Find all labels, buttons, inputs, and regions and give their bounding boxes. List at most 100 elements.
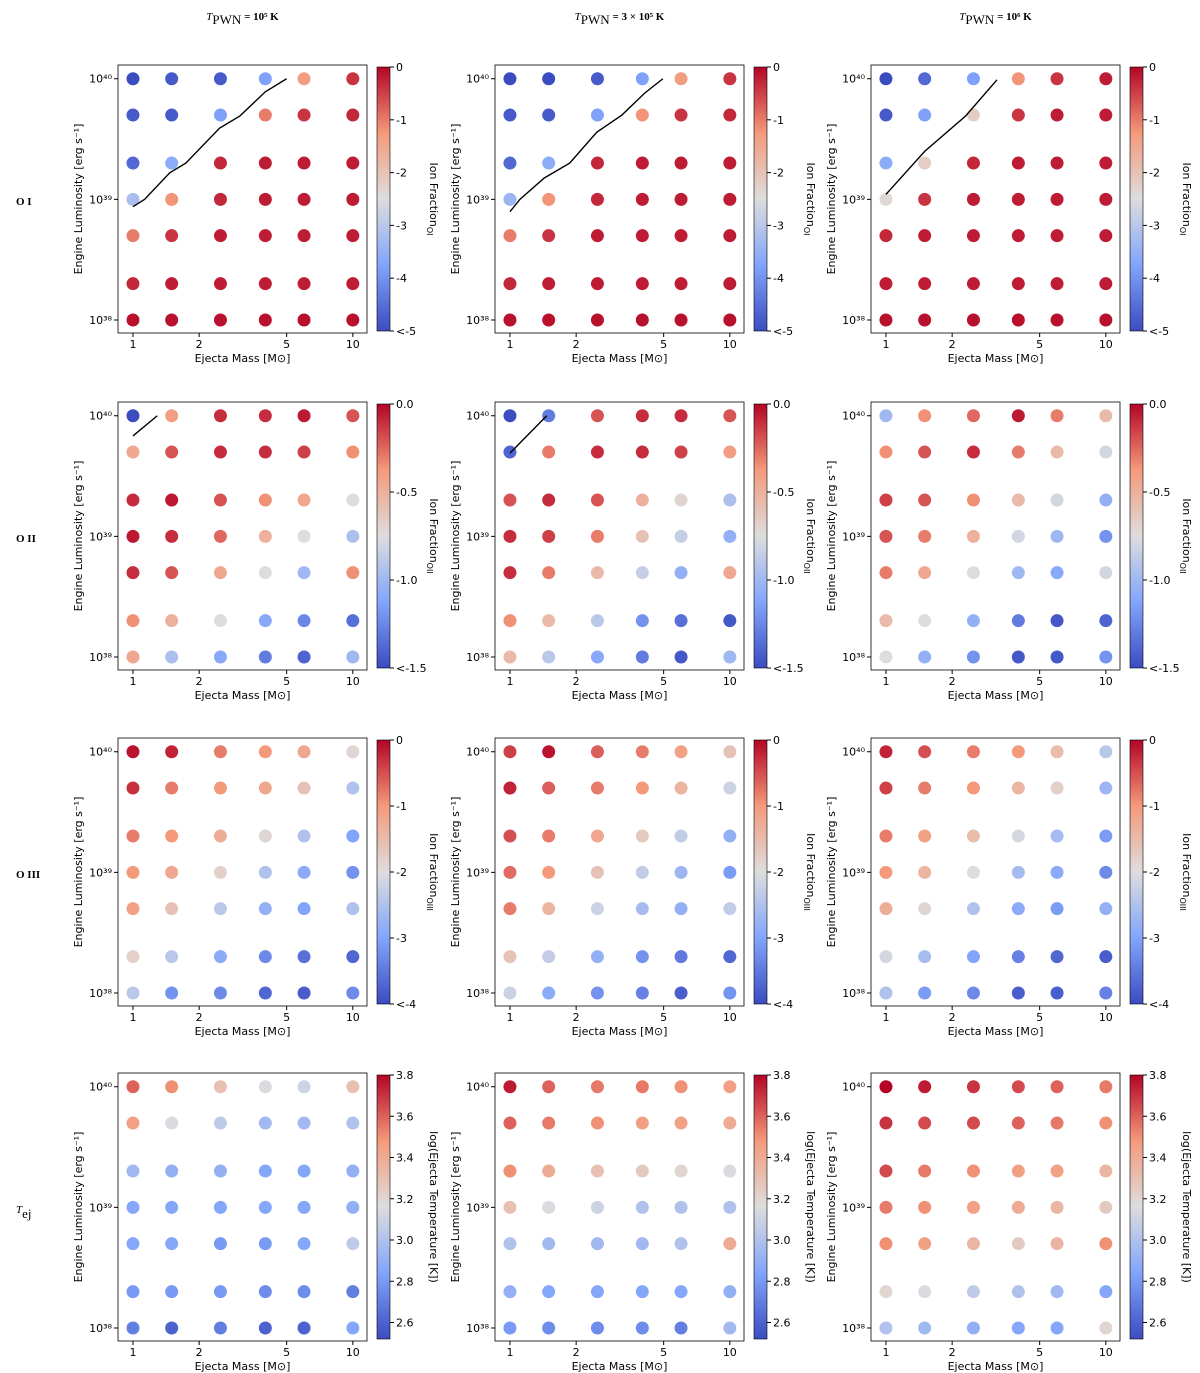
data-point — [674, 192, 688, 206]
colorbar-label-main: Ion Fraction — [1180, 498, 1193, 562]
data-point — [258, 156, 272, 170]
colorbar-tick-label: 2.8 — [773, 1275, 791, 1288]
colorbar-tick-label: <-1.5 — [1149, 662, 1180, 675]
data-point — [1011, 566, 1025, 580]
colorbar-label-sub: OI — [425, 227, 434, 236]
x-tick-label: 2 — [573, 1346, 580, 1359]
data-point — [1011, 529, 1025, 543]
colorbar-tick-label: -0.5 — [773, 486, 794, 499]
plot-frame — [494, 737, 745, 1007]
x-tick-label: 5 — [660, 675, 667, 688]
plot-frame — [117, 1072, 368, 1342]
data-point — [346, 529, 360, 543]
colorbar-tick-label: 0 — [773, 734, 780, 747]
column-title: TPWN = 3 × 10⁵ K — [575, 11, 665, 27]
data-point — [503, 865, 517, 879]
data-point — [879, 950, 893, 964]
data-point — [966, 313, 980, 327]
data-point — [879, 902, 893, 916]
title-symbol: T — [575, 11, 582, 23]
data-point — [723, 277, 737, 291]
data-point — [297, 1321, 311, 1335]
data-point — [966, 493, 980, 507]
data-point — [1050, 72, 1064, 86]
data-point — [542, 445, 556, 459]
data-point — [213, 1080, 227, 1094]
data-point — [879, 313, 893, 327]
data-point — [723, 950, 737, 964]
colorbar-tick-label: -1 — [396, 800, 407, 813]
data-point — [346, 950, 360, 964]
data-point — [635, 614, 649, 628]
data-point — [879, 529, 893, 543]
data-point — [542, 1285, 556, 1299]
x-tick-label: 5 — [283, 1011, 290, 1024]
colorbar-tick-label: 0.0 — [396, 398, 414, 411]
data-point — [635, 745, 649, 759]
data-point — [542, 277, 556, 291]
data-point — [674, 1237, 688, 1251]
y-tick-label: 10⁴⁰ — [842, 73, 865, 86]
data-point — [503, 1200, 517, 1214]
x-tick-label: 10 — [723, 338, 737, 351]
data-point — [590, 1200, 604, 1214]
y-tick-label: 10³⁸ — [89, 314, 112, 327]
data-point — [1011, 745, 1025, 759]
y-tick-label: 10⁴⁰ — [89, 73, 112, 86]
data-point — [966, 829, 980, 843]
y-tick-label: 10³⁹ — [466, 866, 489, 879]
colorbar-tick-label: <-5 — [396, 325, 416, 338]
colorbar-tick-label: 2.8 — [1149, 1275, 1167, 1288]
data-point — [1050, 493, 1064, 507]
x-tick-label: 5 — [1036, 1346, 1043, 1359]
data-point — [1099, 865, 1113, 879]
x-tick-label: 1 — [506, 1346, 513, 1359]
data-point — [635, 902, 649, 916]
x-axis-label: Ejecta Mass [M⊙] — [572, 1025, 668, 1038]
data-point — [723, 1080, 737, 1094]
y-tick-label: 10³⁹ — [466, 530, 489, 543]
data-point — [1050, 277, 1064, 291]
data-point — [346, 1285, 360, 1299]
data-point — [1099, 445, 1113, 459]
data-point — [503, 229, 517, 243]
data-point — [297, 650, 311, 664]
data-point — [126, 1080, 140, 1094]
data-point — [674, 614, 688, 628]
data-point — [1050, 409, 1064, 423]
data-point — [503, 1321, 517, 1335]
colorbar-tick-label: -1 — [1149, 114, 1160, 127]
data-point — [635, 229, 649, 243]
data-point — [213, 409, 227, 423]
data-point — [258, 829, 272, 843]
data-point — [966, 192, 980, 206]
data-point — [503, 156, 517, 170]
colorbar-tick-label: -1 — [396, 114, 407, 127]
data-point — [918, 1116, 932, 1130]
data-point — [1011, 1285, 1025, 1299]
row-label-main: O III — [16, 869, 40, 881]
x-tick-label: 10 — [1099, 338, 1113, 351]
data-point — [723, 156, 737, 170]
data-point — [297, 1285, 311, 1299]
y-tick-label: 10³⁸ — [842, 987, 865, 1000]
y-axis-label: Engine Luminosity [erg s⁻¹] — [72, 797, 85, 948]
data-point — [213, 229, 227, 243]
data-point — [1050, 1080, 1064, 1094]
data-point — [1099, 72, 1113, 86]
data-point — [297, 313, 311, 327]
data-point — [126, 1285, 140, 1299]
data-point — [1011, 1164, 1025, 1178]
data-point — [590, 1285, 604, 1299]
data-point — [674, 902, 688, 916]
data-point — [918, 1164, 932, 1178]
data-point — [213, 108, 227, 122]
colorbar-tick-label: 2.6 — [396, 1317, 414, 1330]
data-point — [879, 1164, 893, 1178]
y-tick-label: 10³⁸ — [842, 1322, 865, 1335]
data-point — [1011, 781, 1025, 795]
data-point — [1011, 1237, 1025, 1251]
y-tick-label: 10³⁸ — [89, 651, 112, 664]
data-point — [165, 1285, 179, 1299]
y-tick-label: 10³⁹ — [89, 1201, 112, 1214]
